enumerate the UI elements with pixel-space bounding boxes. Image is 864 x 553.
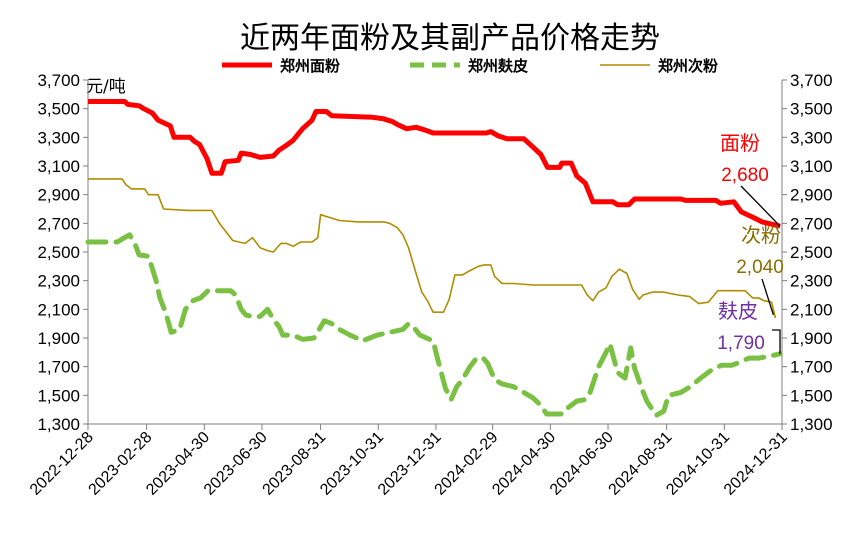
y-tick-label-right: 1,300 <box>790 415 833 434</box>
legend-label-1: 郑州麸皮 <box>468 57 528 75</box>
series-layer <box>85 99 783 418</box>
y-axis-unit-label: 元/吨 <box>86 77 126 97</box>
y-tick-label-right: 3,300 <box>790 128 833 147</box>
flour-end-label: 面粉 <box>720 131 760 155</box>
y-tick-label-right: 3,500 <box>790 100 833 119</box>
y-tick-label-left: 3,500 <box>37 100 80 119</box>
x-axis-ticks: 2022-12-282023-02-282023-04-302023-06-30… <box>27 424 791 499</box>
series-line-0 <box>88 99 781 229</box>
middlings-end-value: 2,040 <box>736 257 784 278</box>
y-tick-label-left: 1,500 <box>37 386 80 405</box>
y-tick-label-left: 2,300 <box>37 272 80 291</box>
y-axis-left-ticks: 3,700 3,500 3,300 3,100 2,900 2,700 2,500 2,300… <box>37 71 88 434</box>
y-tick-label-right: 2,500 <box>790 243 833 262</box>
end-value-annotations: 面粉 2,680 次粉 2,040 麸皮 1,790 <box>717 131 784 355</box>
flour-end-value: 2,680 <box>721 165 769 186</box>
y-tick-label-left: 1,700 <box>37 358 80 377</box>
y-tick-label-right: 2,700 <box>790 214 833 233</box>
middlings-leader-line <box>761 278 775 316</box>
chart-legend: 郑州面粉 郑州麸皮 郑州次粉 <box>222 57 718 75</box>
y-tick-label-right: 1,500 <box>790 386 833 405</box>
series-line-2 <box>88 178 777 319</box>
y-tick-label-right: 1,900 <box>790 329 833 348</box>
legend-label-0: 郑州面粉 <box>280 57 340 75</box>
bran-end-label: 麸皮 <box>718 299 758 323</box>
y-tick-label-right: 2,100 <box>790 300 833 319</box>
y-tick-label-right: 2,900 <box>790 186 833 205</box>
y-tick-label-left: 3,100 <box>37 157 80 176</box>
y-tick-label-left: 2,500 <box>37 243 80 262</box>
y-axis-right-ticks: 3,700 3,500 3,300 3,100 2,900 2,700 2,500 2,300… <box>782 71 833 434</box>
y-tick-label-left: 1,900 <box>37 329 80 348</box>
y-tick-label-left: 3,700 <box>37 71 80 90</box>
bran-end-value: 1,790 <box>717 333 765 354</box>
y-tick-label-left: 2,900 <box>37 186 80 205</box>
flour-leader-line <box>740 185 781 227</box>
y-tick-label-left: 3,300 <box>37 128 80 147</box>
y-tick-label-right: 2,300 <box>790 272 833 291</box>
y-tick-label-left: 2,100 <box>37 300 80 319</box>
y-tick-label-right: 3,700 <box>790 71 833 90</box>
series-line-1 <box>85 232 783 418</box>
middlings-end-label: 次粉 <box>741 223 781 247</box>
chart-title: 近两年面粉及其副产品价格走势 <box>240 21 660 56</box>
y-tick-label-left: 2,700 <box>37 214 80 233</box>
y-tick-label-right: 3,100 <box>790 157 833 176</box>
legend-label-2: 郑州次粉 <box>658 57 718 75</box>
y-tick-label-left: 1,300 <box>37 415 80 434</box>
y-tick-label-right: 1,700 <box>790 358 833 377</box>
bran-leader-line <box>772 329 781 355</box>
